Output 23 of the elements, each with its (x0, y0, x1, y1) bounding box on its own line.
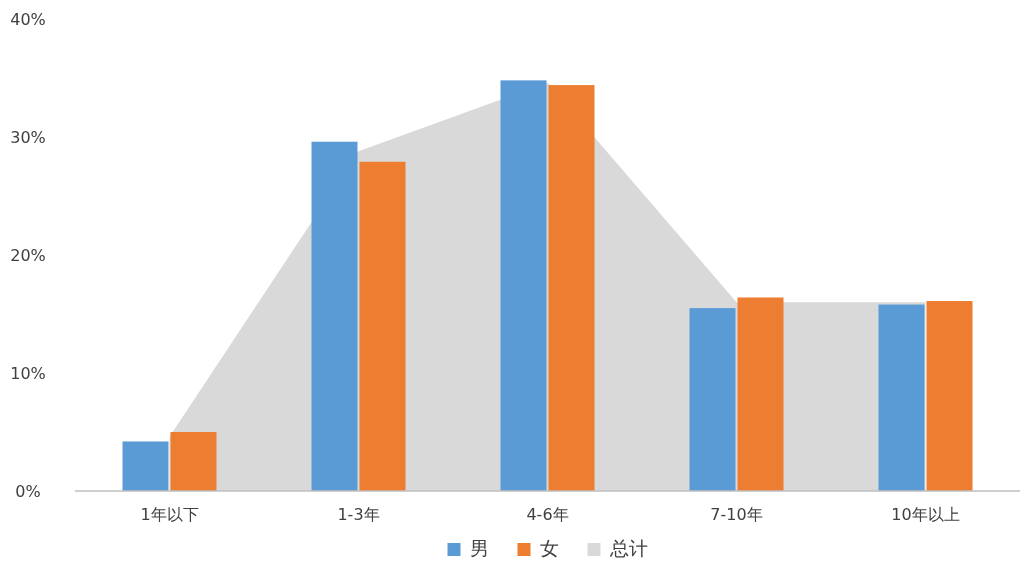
y-tick-label: 0% (15, 482, 41, 501)
bar (926, 301, 973, 491)
bar (737, 297, 784, 491)
x-tick-label: 7-10年 (710, 505, 763, 524)
bar (170, 432, 217, 491)
legend-label: 女 (539, 537, 559, 559)
x-tick-label: 4-6年 (526, 505, 569, 524)
bar (548, 85, 595, 491)
bar (122, 441, 169, 491)
y-tick-label: 20% (10, 246, 46, 265)
y-tick-label: 10% (10, 364, 46, 383)
x-tick-label: 1-3年 (337, 505, 380, 524)
bar (359, 161, 406, 491)
bar (311, 141, 358, 491)
x-tick-label: 1年以下 (140, 505, 199, 524)
legend-label: 总计 (608, 537, 648, 559)
bar (500, 80, 547, 491)
bar (689, 308, 736, 491)
y-tick-label: 40% (10, 10, 46, 29)
legend-label: 男 (469, 537, 489, 559)
y-tick-label: 30% (10, 128, 46, 147)
x-tick-label: 10年以上 (891, 505, 960, 524)
bar (878, 304, 925, 491)
